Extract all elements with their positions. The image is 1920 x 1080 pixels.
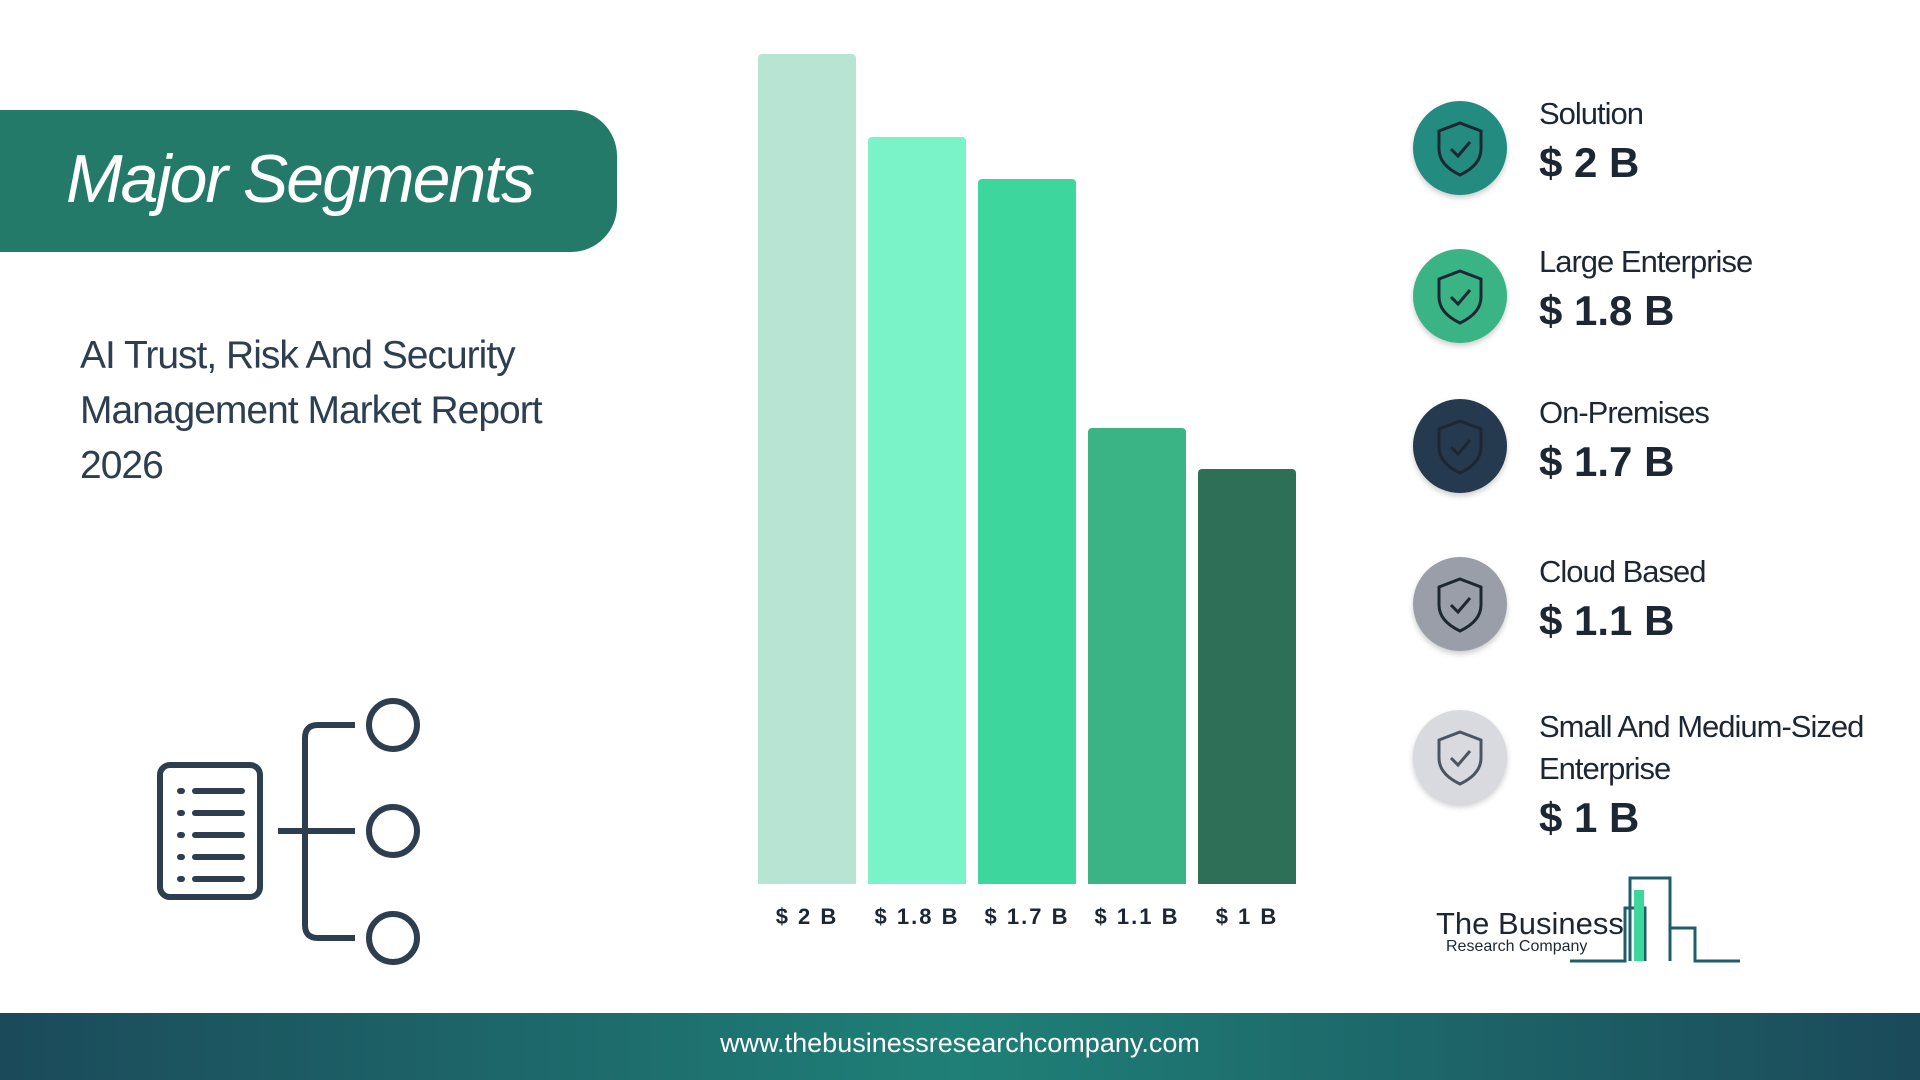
legend-entry: Cloud Based $ 1.1 B xyxy=(1539,551,1909,645)
icon-glyph xyxy=(1437,730,1483,786)
value-label: $ 1.1 B xyxy=(1094,904,1180,929)
legend-name: Large Enterprise xyxy=(1539,244,1753,279)
bar xyxy=(758,54,856,884)
title: Major Segments xyxy=(66,141,535,217)
subtitle: AI Trust, Risk And Security Management M… xyxy=(80,334,543,487)
bar xyxy=(1198,469,1296,884)
legend-entry: Large Enterprise $ 1.8 B xyxy=(1539,241,1909,335)
value-label: $ 1.8 B xyxy=(874,904,960,929)
legend-entry: Solution $ 2 B xyxy=(1539,93,1909,187)
legend-name: On-Premises xyxy=(1539,395,1710,430)
icon-glyph xyxy=(1437,577,1483,633)
legend-icon xyxy=(1413,557,1507,651)
legend-icon xyxy=(1413,399,1507,493)
value-label: $ 1 B xyxy=(1215,904,1279,929)
legend-icon xyxy=(1413,710,1507,804)
icon-glyph xyxy=(1437,121,1483,177)
logo-line2: Research Company xyxy=(1446,938,1588,955)
bar xyxy=(868,137,966,884)
value-label: $ 1.7 B xyxy=(984,904,1070,929)
legend-value: $ 1.1 B xyxy=(1539,597,1675,644)
legend-name: Solution xyxy=(1539,96,1644,131)
legend-name: Cloud Based xyxy=(1539,554,1707,589)
icon-glyph xyxy=(1437,419,1483,475)
legend-name: Small And Medium-Sized Enterprise xyxy=(1539,709,1864,786)
segment-icon xyxy=(157,698,420,965)
legend-value: $ 1 B xyxy=(1539,794,1640,841)
bar xyxy=(1088,427,1186,884)
logo-mark xyxy=(1570,876,1740,963)
legend-icon xyxy=(1413,101,1507,195)
legend-entry: Small And Medium-Sized Enterprise $ 1 B xyxy=(1539,706,1909,842)
legend-value: $ 1.8 B xyxy=(1539,287,1675,334)
legend-entry: On-Premises $ 1.7 B xyxy=(1539,392,1909,486)
legend-icon xyxy=(1413,249,1507,343)
title-box xyxy=(0,110,617,252)
icon-glyph xyxy=(1437,269,1483,325)
chart: $ 2 B $ 1.8 B $ 1.7 B $ 1.1 B $ 1 B xyxy=(758,54,1296,929)
logo-line1: The Business xyxy=(1436,906,1624,941)
footer-bar xyxy=(0,1013,1920,1080)
value-label: $ 2 B xyxy=(775,904,839,929)
bar xyxy=(978,178,1076,884)
legend-value: $ 2 B xyxy=(1539,139,1640,186)
footer-text: www.thebusinessresearchcompany.com xyxy=(720,1028,1200,1058)
legend-value: $ 1.7 B xyxy=(1539,438,1675,485)
